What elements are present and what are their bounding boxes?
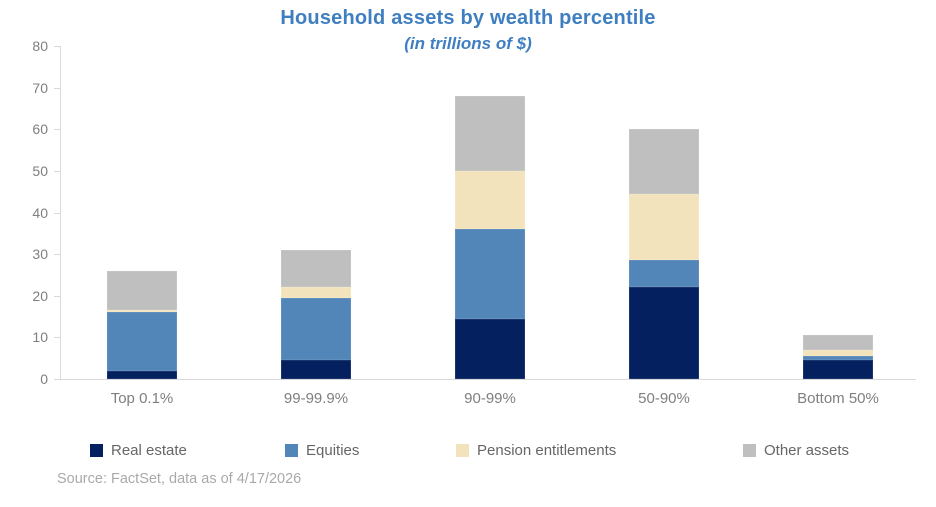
- y-tick-label: 40: [32, 204, 48, 221]
- bar-segment-equities: [629, 260, 699, 288]
- x-axis-label: 99-99.9%: [283, 390, 349, 407]
- y-tick-label: 50: [32, 162, 48, 179]
- legend-label: Real estate: [111, 441, 187, 459]
- y-tick-mark: [54, 87, 60, 89]
- y-tick-label: 80: [32, 38, 48, 54]
- legend-swatch-pension-entitlements: [456, 443, 469, 457]
- bar-segment-real-estate: [629, 287, 699, 379]
- bar-segment-real-estate: [455, 318, 525, 379]
- bar-segment-equities: [803, 356, 873, 361]
- x-axis-label: 50-90%: [638, 390, 690, 407]
- bar-segment-equities: [281, 297, 351, 361]
- y-tick-label: 70: [32, 79, 48, 96]
- bar-segment-equities: [455, 229, 525, 319]
- x-axis-label: Top 0.1%: [110, 390, 174, 407]
- bar-segment-pension-entitlements: [629, 193, 699, 261]
- bar-segment-pension-entitlements: [281, 287, 351, 298]
- y-tick-mark: [54, 337, 60, 339]
- chart-title: Household assets by wealth percentile: [280, 7, 656, 29]
- legend-item: Real estate: [90, 441, 187, 459]
- y-tick-label: 30: [32, 246, 48, 263]
- bar-segment-pension-entitlements: [107, 310, 177, 313]
- legend-item: Equities: [285, 441, 359, 459]
- x-axis-label: 90-99%: [464, 390, 516, 407]
- legend-label: Equities: [306, 441, 360, 459]
- y-tick-mark: [54, 254, 60, 256]
- legend-label: Other assets: [764, 441, 850, 459]
- chart-subtitle: (in trillions of $): [404, 34, 532, 53]
- bar-segment-other-assets: [803, 335, 873, 350]
- bar-segment-other-assets: [629, 129, 699, 194]
- bar-segment-real-estate: [803, 360, 873, 379]
- y-tick-mark: [54, 295, 60, 297]
- source-note: Source: FactSet, data as of 4/17/2026: [57, 471, 302, 487]
- bar-segment-real-estate: [281, 360, 351, 379]
- legend-swatch-equities: [285, 443, 298, 457]
- bar-segment-other-assets: [281, 249, 351, 288]
- y-tick-mark: [54, 129, 60, 131]
- bar-segment-pension-entitlements: [455, 170, 525, 230]
- y-tick-mark: [54, 170, 60, 172]
- x-axis-label: Bottom 50%: [797, 390, 879, 407]
- bar-segment-other-assets: [107, 270, 177, 311]
- legend-swatch-real-estate: [90, 443, 103, 457]
- y-tick-mark: [54, 212, 60, 214]
- legend-swatch-other-assets: [743, 443, 756, 457]
- y-tick-label: 0: [40, 371, 48, 387]
- bar-segment-pension-entitlements: [803, 349, 873, 357]
- legend-item: Pension entitlements: [456, 441, 616, 459]
- y-axis-line: [60, 46, 61, 379]
- y-tick-label: 20: [32, 287, 48, 304]
- y-tick-mark: [54, 379, 60, 380]
- bar-segment-other-assets: [455, 95, 525, 171]
- legend-item: Other assets: [743, 441, 849, 459]
- y-tick-label: 60: [32, 121, 48, 138]
- legend-label: Pension entitlements: [477, 441, 617, 459]
- bar-segment-real-estate: [107, 370, 177, 379]
- y-tick-label: 10: [32, 329, 48, 346]
- bar-segment-equities: [107, 312, 177, 371]
- x-axis-line: [60, 379, 916, 380]
- y-tick-mark: [54, 46, 60, 47]
